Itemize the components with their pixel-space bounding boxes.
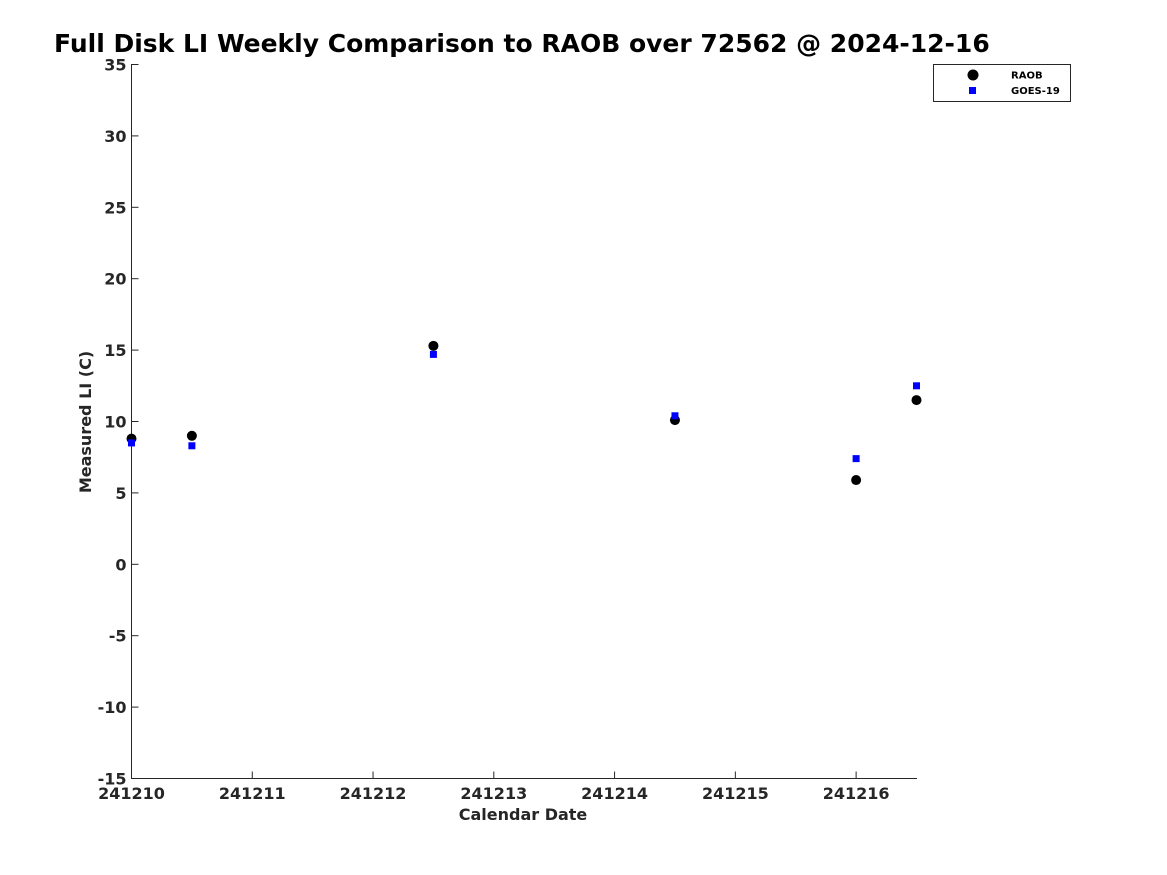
data-points (126, 340, 922, 486)
x-tick-label: 241212 (340, 784, 407, 803)
x-tick-label: 241215 (702, 784, 769, 803)
chart-title: Full Disk LI Weekly Comparison to RAOB o… (54, 29, 990, 58)
plot-axes (131, 64, 917, 779)
y-axis-label: Measured LI (C) (76, 351, 95, 493)
data-point-goes-19 (913, 382, 920, 390)
y-tick-label: 25 (104, 198, 126, 217)
data-point-goes-19 (128, 439, 135, 447)
y-tick-label: 15 (104, 341, 126, 360)
y-tick-label: -15 (98, 770, 127, 789)
legend-marker-raob (967, 69, 979, 81)
y-tick-label: 20 (104, 270, 126, 289)
y-tick-label: 0 (115, 555, 126, 574)
y-tick-label: 10 (104, 413, 126, 432)
y-tick-label: 5 (115, 484, 126, 503)
x-tick-label: 241210 (98, 784, 165, 803)
x-tick-label: 241214 (581, 784, 648, 803)
y-tick-label: 35 (104, 56, 126, 75)
data-point-raob (186, 430, 197, 441)
x-tick-label: 241213 (460, 784, 527, 803)
legend-box (933, 64, 1071, 102)
data-point-raob (851, 475, 862, 486)
data-point-goes-19 (852, 455, 860, 463)
legend-label-raob: RAOB (1011, 71, 1043, 82)
y-axis-ticks: 35 30 25 20 15 10 5 0 -5 -10 -15 (98, 56, 139, 789)
x-tick-label: 241211 (219, 784, 286, 803)
legend: RAOB GOES-19 (933, 64, 1071, 102)
x-axis-label: Calendar Date (459, 805, 588, 824)
legend-marker-goes (969, 87, 976, 94)
x-tick-label: 241216 (823, 784, 890, 803)
data-point-goes-19 (671, 412, 679, 420)
x-axis-ticks: 241210 241211 241212 241213 241214 241215 2412… (98, 771, 890, 803)
data-point-goes-19 (429, 350, 437, 358)
legend-label-goes: GOES-19 (1011, 86, 1060, 97)
data-point-raob (428, 340, 439, 351)
data-point-raob (911, 395, 922, 406)
y-tick-label: -5 (109, 627, 127, 646)
y-tick-label: -10 (98, 698, 127, 717)
data-point-goes-19 (188, 442, 196, 450)
y-tick-label: 30 (104, 127, 126, 146)
